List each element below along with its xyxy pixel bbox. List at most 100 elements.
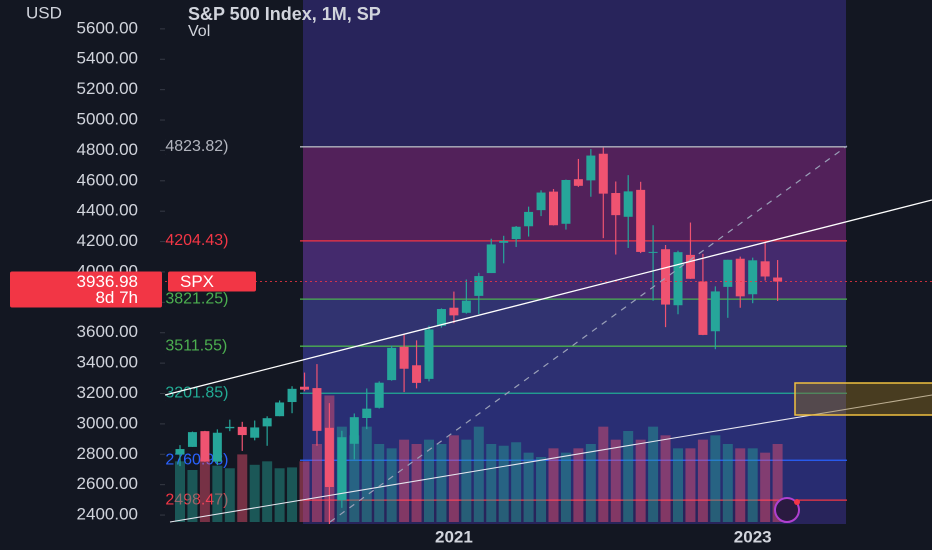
candle-body: [474, 276, 484, 296]
fib-band: [303, 393, 846, 461]
candle-body: [449, 307, 459, 316]
fib-level-label: (2498.47): [160, 491, 229, 508]
volume-bar: [673, 448, 683, 522]
candle-body: [312, 388, 322, 431]
candle-body: [524, 211, 534, 227]
volume-bar: [249, 464, 260, 522]
candle-body: [573, 179, 583, 186]
fib-band: [303, 146, 846, 241]
candle-body: [275, 402, 285, 417]
candle-body: [337, 437, 347, 501]
volume-bar: [648, 426, 659, 522]
fib-band: [303, 460, 846, 501]
candle-body: [561, 179, 571, 224]
candle-body: [623, 191, 633, 217]
candle-body: [237, 426, 247, 436]
volume-bar: [473, 426, 484, 522]
volume-bar: [361, 426, 372, 522]
last-price-label: 3936.98: [77, 272, 138, 291]
fib-trend-dashed: [329, 145, 848, 523]
candle-body: [499, 240, 509, 243]
candle-body: [486, 244, 496, 274]
y-tick-label: 5600.00: [77, 18, 138, 37]
volume-bar: [411, 444, 422, 522]
volume-bar: [262, 461, 273, 522]
volume-bar: [436, 444, 447, 522]
fib-level-label: (3821.25): [160, 290, 229, 307]
candle-body: [673, 252, 683, 306]
volume-bar: [722, 444, 733, 522]
volume-bar: [523, 452, 534, 522]
candle-body: [300, 386, 309, 390]
volume-bar: [424, 439, 434, 522]
volume-bar: [224, 468, 235, 522]
candle-body: [748, 260, 758, 295]
trend-line-upper: [165, 199, 932, 396]
candle-body: [262, 418, 272, 427]
candle-body: [324, 427, 334, 488]
candle-body: [661, 249, 671, 305]
x-tick-label: 2023: [734, 527, 772, 546]
volume-bar: [399, 439, 410, 522]
volume-bar: [536, 457, 547, 522]
y-tick-label: 3400.00: [77, 353, 138, 372]
candle-body: [200, 431, 210, 462]
candle-body: [212, 432, 222, 462]
volume-bar: [760, 452, 771, 522]
candle-body: [735, 258, 745, 297]
plot-area: [165, 147, 932, 524]
currency-label: USD: [26, 3, 62, 22]
highlight-box: [794, 382, 932, 416]
candle-body: [250, 427, 260, 438]
volume-bar: [697, 439, 708, 522]
countdown-label: 8d 7h: [95, 288, 138, 307]
symbol-tag-label: SPX: [180, 272, 214, 291]
volume-bar: [287, 467, 298, 522]
fib-bands: (4823.82) (4204.43) (3821.25) (3511.55) (320…: [160, 138, 847, 508]
volume-bar: [237, 454, 248, 522]
y-tick-label: 4400.00: [77, 201, 138, 220]
y-tick-label: 3200.00: [77, 383, 138, 402]
replay-icon[interactable]: [774, 497, 800, 523]
y-tick-label: 5000.00: [77, 110, 138, 129]
volume-bar: [560, 452, 571, 522]
volume-bar: [735, 448, 746, 522]
volume-bar: [610, 439, 621, 522]
y-tick-label: 5400.00: [77, 49, 138, 68]
fib-level-label: (3201.85): [160, 384, 229, 401]
volume-bar: [299, 461, 310, 522]
trend-line-lower: [169, 394, 932, 523]
volume-bar: [548, 448, 559, 522]
volume-bar: [598, 426, 609, 522]
candle-body: [549, 191, 558, 226]
chart-title: S&P 500 Index, 1M, SP: [188, 4, 381, 24]
volume-bar: [187, 470, 198, 522]
fib-level-label: (3511.55): [160, 337, 227, 354]
replay-dot: [794, 499, 800, 505]
candle-body: [461, 300, 471, 313]
volume-bar: [199, 459, 210, 522]
candle-body: [412, 365, 422, 383]
candle-body: [598, 153, 608, 194]
volume-bar: [212, 465, 223, 522]
candle-body: [399, 346, 409, 369]
volume-bar: [685, 448, 696, 522]
candle-body: [648, 251, 658, 253]
volume-label: Vol: [188, 23, 210, 40]
y-tick-label: 2800.00: [77, 444, 138, 463]
y-tick-label: 5200.00: [77, 79, 138, 98]
candle-body: [611, 193, 621, 216]
candle-body: [362, 408, 372, 419]
volume-bar: [461, 439, 472, 522]
volume-bar: [772, 444, 783, 522]
candle-body: [586, 155, 596, 181]
fib-band: [303, 299, 846, 347]
candle-body: [760, 261, 770, 277]
drawings: [165, 145, 932, 523]
volume-bar: [635, 439, 646, 522]
volume-bar: [573, 448, 584, 522]
volume-bar: [448, 435, 459, 522]
volume-bar: [175, 461, 185, 522]
candle-body: [723, 259, 733, 287]
candle-body: [685, 254, 695, 279]
